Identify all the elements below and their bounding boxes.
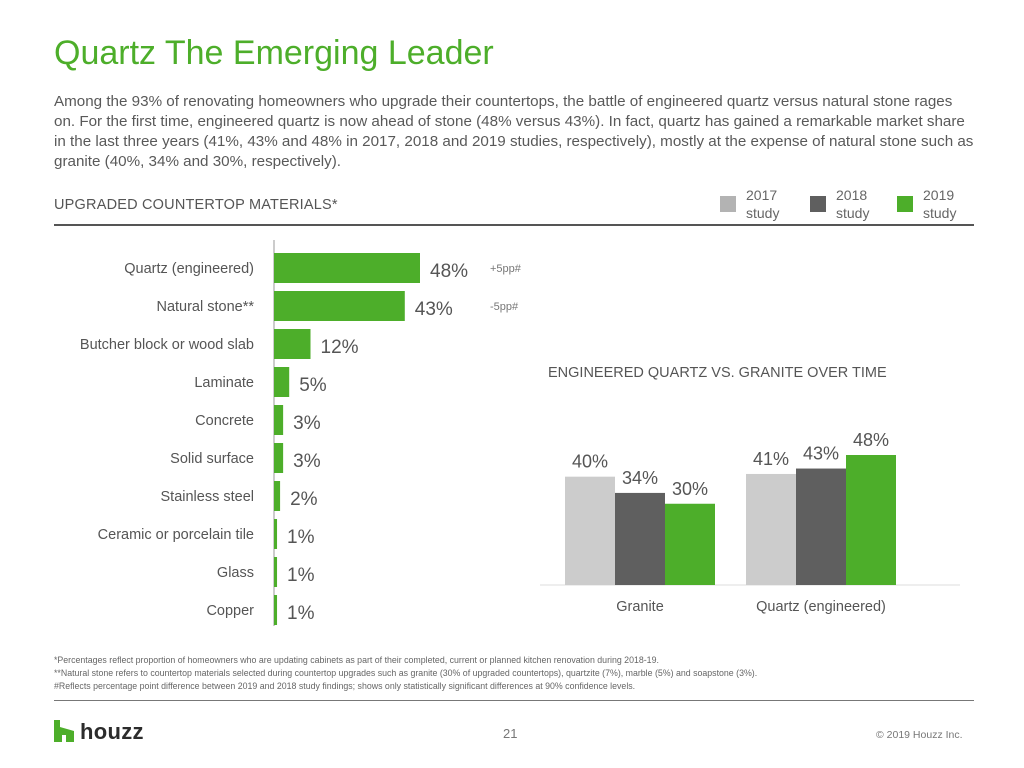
intro-paragraph: Among the 93% of renovating homeowners w… [54, 93, 974, 170]
legend-label-2018: 2018 study [836, 187, 870, 221]
column-label-granite-2017-study: 40% [572, 452, 608, 472]
bar-natural-stone [274, 291, 405, 321]
bar-ceramic-or-porcelain-tile [274, 519, 278, 549]
category-label-stainless-steel: Stainless steel [161, 489, 255, 505]
category-label-butcher-block-or-wood-slab: Butcher block or wood slab [80, 337, 254, 353]
column-granite-2018-study [615, 492, 665, 585]
header-divider [54, 224, 974, 226]
value-label-stainless-steel: 2% [290, 489, 318, 510]
quartz-vs-granite-column-chart: 40% 34% 30% Granite 41% 43% 48% Quartz (enginee… [540, 430, 960, 615]
category-label-quartz-engineered: Quartz (engineered) [124, 261, 254, 277]
bar-solid-surface [274, 443, 284, 473]
footnote-pp-difference: #Reflects percentage point difference be… [54, 681, 636, 691]
legend-label-2017: 2017 study [746, 187, 780, 221]
materials-bar-chart: Quartz (engineered) 48% +5pp# Natural stone… [80, 240, 522, 626]
column-quartz-engineered-2017-study [746, 473, 796, 585]
footnote-percentages: *Percentages reflect proportion of homeo… [54, 655, 659, 665]
legend-label-2019: 2019 study [923, 187, 957, 221]
footer-divider [54, 700, 974, 701]
column-label-granite-2019-study: 30% [672, 479, 708, 499]
bar-copper [274, 595, 278, 625]
column-category-quartz-engineered: Quartz (engineered) [756, 599, 886, 615]
pp-annotation-quartz-engineered: +5pp# [490, 263, 522, 275]
column-quartz-engineered-2019-study [846, 455, 896, 585]
value-label-butcher-block-or-wood-slab: 12% [321, 337, 359, 358]
value-label-glass: 1% [287, 565, 315, 586]
category-label-solid-surface: Solid surface [170, 451, 254, 467]
houzz-logo-icon [54, 720, 74, 742]
legend-swatch-2019 [897, 196, 913, 212]
column-category-granite: Granite [616, 599, 664, 615]
page-title: Quartz The Emerging Leader [54, 34, 494, 72]
legend-swatch-2018 [810, 196, 826, 212]
materials-chart-heading: UPGRADED COUNTERTOP MATERIALS* [54, 197, 338, 213]
bar-butcher-block-or-wood-slab [274, 329, 311, 359]
page-number: 21 [503, 726, 518, 741]
value-label-copper: 1% [287, 603, 315, 624]
bar-quartz-engineered [274, 253, 420, 283]
pp-annotation-natural-stone: -5pp# [490, 301, 519, 313]
category-label-copper: Copper [206, 603, 254, 619]
legend-swatch-2017 [720, 196, 736, 212]
column-quartz-engineered-2018-study [796, 468, 846, 585]
bar-concrete [274, 405, 284, 435]
column-label-granite-2018-study: 34% [622, 468, 658, 488]
quartz-vs-granite-heading: ENGINEERED QUARTZ VS. GRANITE OVER TIME [548, 365, 887, 381]
bar-glass [274, 557, 278, 587]
category-label-glass: Glass [217, 565, 254, 581]
value-label-laminate: 5% [299, 375, 327, 396]
copyright: © 2019 Houzz Inc. [876, 729, 963, 741]
category-label-natural-stone: Natural stone** [156, 299, 254, 315]
column-label-quartz-engineered-2018-study: 43% [803, 444, 839, 464]
value-label-concrete: 3% [293, 413, 321, 434]
column-label-quartz-engineered-2019-study: 48% [853, 430, 889, 450]
column-granite-2017-study [565, 476, 615, 585]
value-label-quartz-engineered: 48% [430, 261, 468, 282]
column-granite-2019-study [665, 503, 715, 585]
category-label-concrete: Concrete [195, 413, 254, 429]
category-label-ceramic-or-porcelain-tile: Ceramic or porcelain tile [98, 527, 254, 543]
value-label-ceramic-or-porcelain-tile: 1% [287, 527, 315, 548]
category-label-laminate: Laminate [194, 375, 254, 391]
footnotes: *Percentages reflect proportion of homeo… [54, 654, 984, 693]
value-label-natural-stone: 43% [415, 299, 453, 320]
bar-stainless-steel [274, 481, 281, 511]
footnote-natural-stone: **Natural stone refers to countertop mat… [54, 668, 758, 678]
column-label-quartz-engineered-2017-study: 41% [753, 449, 789, 469]
bar-laminate [274, 367, 290, 397]
value-label-solid-surface: 3% [293, 451, 321, 472]
houzz-wordmark: houzz [80, 719, 144, 744]
